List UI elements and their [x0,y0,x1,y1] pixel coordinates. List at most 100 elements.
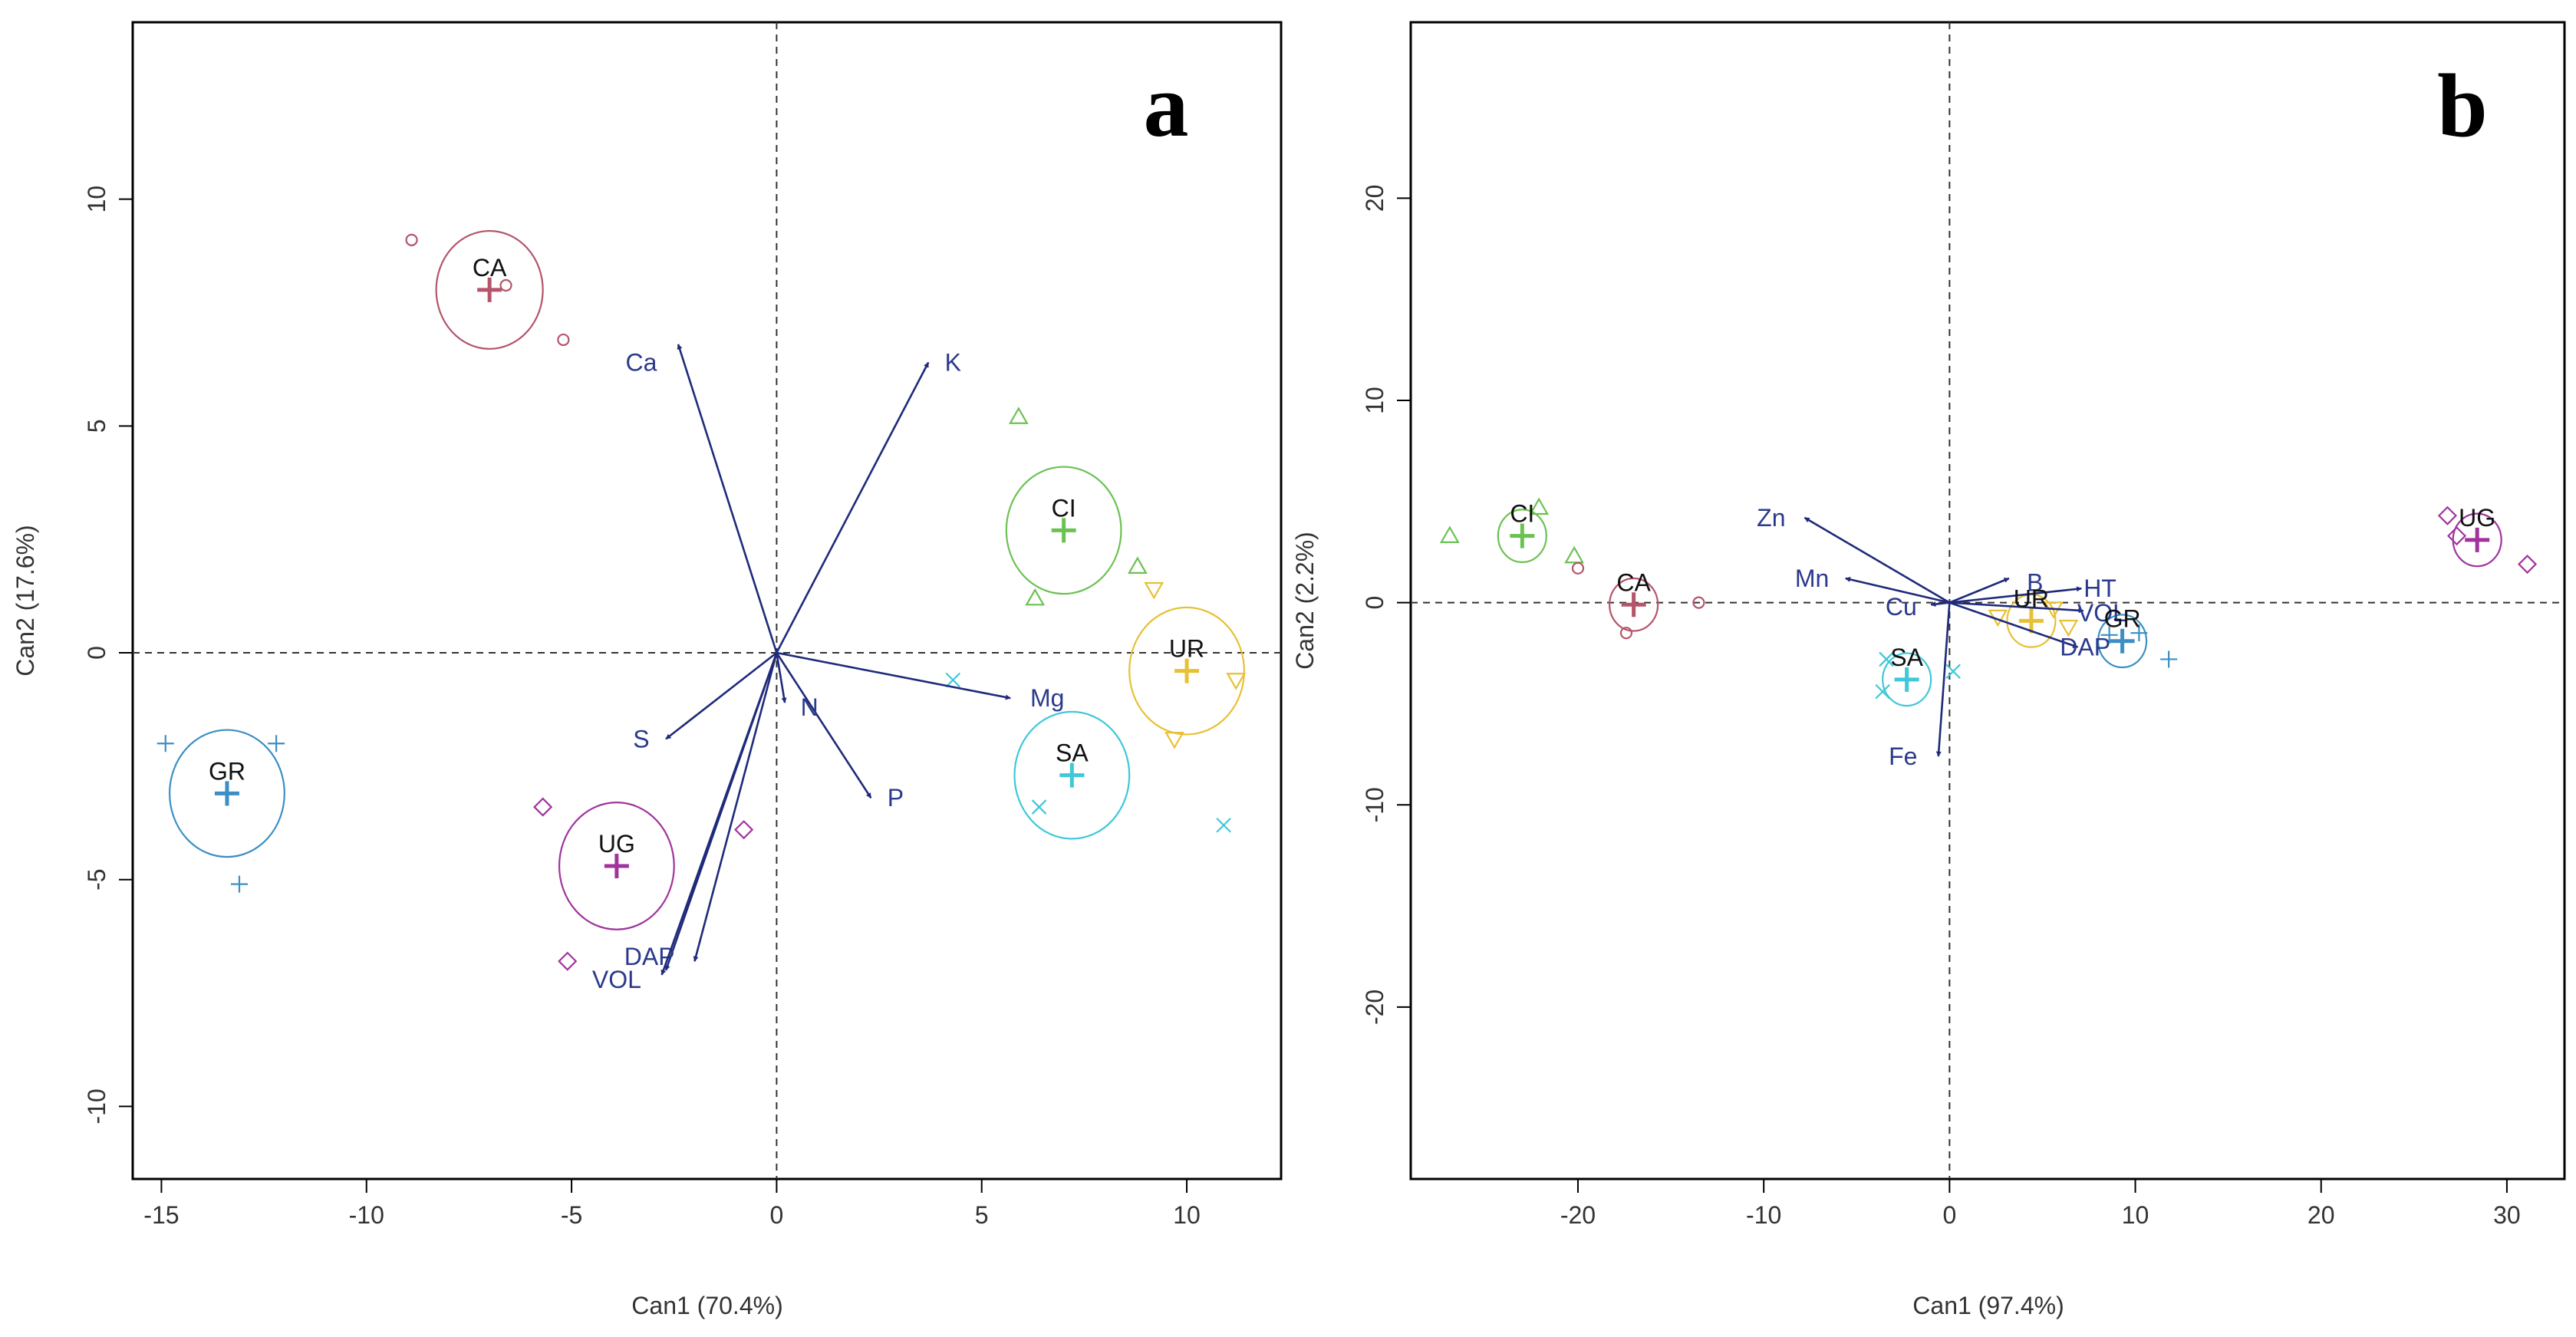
vector-label-b: B [2027,568,2043,596]
y-tick-label: -5 [83,868,110,890]
group-centroid-ca [477,277,502,302]
vector-arrow-fe [1935,602,1951,757]
vector-arrow-b [1948,577,2010,604]
group-label-ca: CA [1616,568,1651,596]
group-point-ca [557,333,570,347]
vector-label-ht: HT [2084,575,2116,602]
group-centroid-ci [1510,523,1535,548]
group-label-gr: GR [209,757,245,785]
vector-label-p: P [888,784,904,812]
vector-arrow-zn [1804,516,1951,604]
group-point-gr [2160,650,2178,668]
group-centroid-gr [214,781,239,806]
vector-arrow-vol [660,652,778,976]
y-tick-label: 0 [83,646,110,660]
vector-label-dap: DAP [624,943,675,970]
group-label-ca: CA [473,254,507,282]
x-tick-label: -15 [143,1201,179,1229]
x-tick-label: -10 [349,1201,384,1229]
group-point-ci [1439,525,1460,543]
x-tick-label: 0 [1942,1201,1956,1229]
group-point-sa [1945,664,1961,680]
group-label-ci: CI [1052,494,1076,522]
group-centroid-ci [1051,518,1076,543]
group-point-ci [1127,556,1148,574]
group-point-ci [1008,407,1029,424]
vector-label-mn: Mn [1795,565,1829,592]
panel-b: b Can1 (97.4%) Can2 (2.2%) -20 -10 0 10 20 30… [1291,21,2566,1319]
y-tick-label: -10 [83,1088,110,1124]
group-point-ur [2058,619,2079,637]
group-centroid-ur [1174,658,1200,683]
group-point-ug [2446,526,2467,546]
group-point-ci [1529,497,1550,515]
vector-arrow-ca [677,344,778,654]
group-ellipse-ca [435,229,544,350]
group-ellipse-ur [1128,606,1245,736]
group-ellipse-gr [169,729,285,858]
panel-a: a Can1 (70.4%) Can2 (17.6%) -15 -10 -5 0 5 10… [12,21,1283,1319]
vector-arrow-ht [1949,586,2083,604]
group-point-ca [1692,596,1705,609]
y-tick-label: 10 [83,186,110,213]
group-point-ca [499,278,512,292]
group-point-ur [1144,581,1164,600]
group-point-ca [1619,627,1633,640]
plot-frame-a [131,21,1283,1181]
y-tick-label: -20 [1361,990,1388,1025]
vector-label-fe: Fe [1889,743,1917,770]
y-tick-label: 5 [83,419,110,433]
group-point-ug [558,951,578,971]
x-tick-label: -20 [1560,1201,1596,1229]
x-tick-label: 10 [2122,1201,2149,1229]
x-tick-label: 10 [1173,1201,1201,1229]
vector-arrow-dap [1948,601,2079,648]
vector-arrow-vol [1949,601,2084,614]
group-point-gr [2100,626,2118,644]
vector-arrow-k [776,361,930,654]
group-ellipse-gr [2097,614,2148,669]
group-label-ur: UR [2014,585,2049,612]
group-label-ci: CI [1510,500,1534,528]
y-tick-label: 20 [1361,185,1388,212]
group-ellipse-ca [1609,577,1659,632]
group-point-sa [1879,651,1894,667]
group-point-ug [533,797,553,817]
group-point-gr [156,735,174,752]
group-centroid-sa [1894,667,1919,692]
panel-label-b: b [2437,55,2488,156]
group-point-sa [1216,817,1231,833]
vector-label-k: K [945,349,961,377]
y-axis-label-a: Can2 (17.6%) [12,525,39,676]
vector-label-mg: Mg [1030,684,1064,712]
group-point-ug [2437,505,2457,525]
x-axis-label-a: Can1 (70.4%) [631,1292,782,1319]
group-centroid-ca [1621,592,1646,617]
vector-arrow-mn [1845,577,1950,604]
y-tick-label: -10 [1361,787,1388,822]
group-point-ug [2518,554,2538,575]
x-tick-label: 0 [769,1201,783,1229]
vector-label-zn: Zn [1757,504,1785,532]
group-centroid-ug [604,853,629,878]
vector-label-vol: VOL [592,966,641,993]
vector-label-s: S [633,725,649,752]
group-label-sa: SA [1056,739,1089,767]
vector-arrow-p [776,652,872,799]
group-label-ug: UG [598,830,635,858]
vector-arrow-s [665,651,778,740]
vector-arrow-mg [776,651,1011,700]
vector-label-cu: Cu [1886,593,1917,621]
vector-arrow-n [776,652,787,703]
group-ellipse-ci [1005,466,1122,595]
group-centroid-gr [2110,628,2135,654]
group-point-ci [1025,588,1046,606]
group-ellipse-sa [1882,652,1932,707]
group-point-ca [1571,561,1585,575]
group-centroid-ug [2465,527,2490,552]
vector-label-n: N [801,693,819,721]
group-point-sa [1875,683,1890,700]
